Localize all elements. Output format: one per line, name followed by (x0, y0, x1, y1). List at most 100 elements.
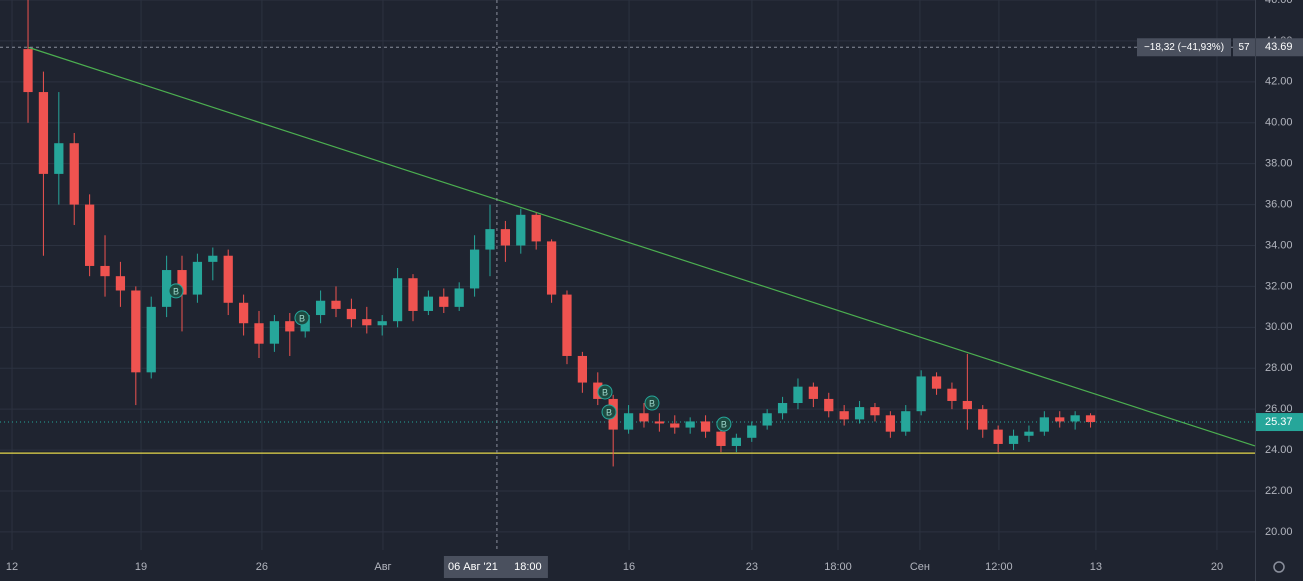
candle-body (315, 300, 326, 316)
y-tick-label: 34.00 (1265, 239, 1293, 251)
crosshair-time: 18:00 (514, 561, 542, 573)
candle-body (85, 204, 95, 266)
candle-body (978, 409, 988, 430)
candle-body (962, 400, 972, 410)
candle-body (885, 415, 895, 432)
candle-body (1039, 417, 1049, 432)
candle-body (931, 376, 942, 389)
candle-body (762, 413, 772, 426)
candle-body (346, 308, 357, 320)
x-tick-label: 13 (1090, 561, 1102, 573)
settings-icon[interactable] (1273, 561, 1285, 573)
candle-body (392, 278, 403, 322)
y-tick-label: 32.00 (1265, 280, 1293, 292)
buy-marker-label: B (721, 419, 727, 429)
candle-body (639, 413, 649, 422)
candle-body (870, 407, 880, 416)
x-tick-label: 16 (623, 561, 635, 573)
candle-body (824, 398, 834, 412)
y-tick-label: 40.00 (1265, 117, 1293, 129)
candle-body (146, 306, 156, 373)
buy-marker-label: B (173, 286, 179, 296)
x-tick-label: 20 (1211, 561, 1223, 573)
x-tick-label: Авг (374, 561, 391, 573)
crosshair-change: −18,32 (−41,93%) (1144, 42, 1224, 53)
candle-body (777, 403, 788, 414)
candle-body (408, 278, 418, 311)
candle-body (577, 355, 588, 383)
crosshair-info-box (1137, 38, 1231, 57)
crosshair-date-box (443, 556, 548, 578)
candle-body (269, 321, 280, 344)
buy-marker (168, 283, 184, 299)
buy-marker (294, 310, 310, 326)
candle-body (469, 249, 480, 289)
candle-body (454, 288, 464, 307)
candle-body (192, 261, 203, 295)
candle-body (23, 49, 33, 93)
candle-body (69, 143, 79, 205)
y-tick-label: 22.00 (1265, 485, 1293, 497)
candle-body (623, 413, 634, 430)
x-tick-label: 12 (6, 561, 18, 573)
candle-body (100, 265, 110, 277)
buy-marker (597, 384, 613, 400)
candle-body (223, 255, 233, 303)
y-tick-label: 24.00 (1265, 444, 1293, 456)
candle-body (808, 386, 818, 399)
y-tick-label: 26.00 (1265, 403, 1293, 415)
candle-body (285, 321, 295, 332)
y-tick-label: 46.00 (1265, 0, 1293, 6)
buy-marker (601, 404, 617, 420)
y-tick-label: 30.00 (1265, 321, 1293, 333)
candle-body (38, 92, 49, 174)
x-tick-label: Сен (910, 561, 930, 573)
candle-body (331, 300, 341, 309)
candle-body (916, 376, 926, 412)
candle-body (993, 429, 1003, 444)
candle-body (793, 386, 803, 404)
candle-body (1070, 415, 1080, 422)
y-tick-label: 20.00 (1265, 526, 1293, 538)
last-price-box (1256, 413, 1303, 432)
candle-body (747, 425, 757, 438)
y-tick-label: 28.00 (1265, 362, 1293, 374)
candle-body (531, 214, 541, 242)
candle-body (562, 294, 572, 356)
candle-body (485, 229, 495, 250)
candle-body (546, 241, 557, 295)
candle-body (500, 229, 511, 246)
crosshair-date: 06 Авг '21 (448, 561, 498, 573)
crosshair-price-box (1256, 38, 1303, 57)
candle-body (901, 411, 911, 432)
candle-body (1055, 417, 1065, 422)
buy-marker-label: B (299, 313, 305, 323)
trend-line (27, 46, 1256, 447)
candle-body (131, 290, 141, 373)
candle-body (208, 255, 218, 262)
candle-body (516, 214, 526, 246)
y-tick-label: 36.00 (1265, 198, 1293, 210)
candle-body (423, 296, 434, 311)
x-tick-label: 23 (746, 561, 758, 573)
y-tick-label: 42.00 (1265, 76, 1293, 88)
candle-body (700, 421, 711, 432)
crosshair-count: 57 (1238, 42, 1250, 53)
candle-body (654, 421, 664, 424)
buy-marker-label: B (602, 387, 608, 397)
candle-body (947, 388, 957, 401)
crosshair-price: 43.69 (1265, 41, 1293, 53)
candle-body (161, 270, 172, 307)
candle-body (716, 431, 726, 446)
buy-marker-label: B (649, 398, 655, 408)
candle-body (854, 407, 865, 420)
candle-body (238, 302, 249, 324)
x-tick-label: 26 (256, 561, 268, 573)
candle-body (1024, 431, 1034, 436)
candle-body (731, 437, 741, 446)
candle-body (839, 411, 849, 420)
x-tick-label: 18:00 (824, 561, 852, 573)
crosshair-count-box (1233, 38, 1255, 57)
